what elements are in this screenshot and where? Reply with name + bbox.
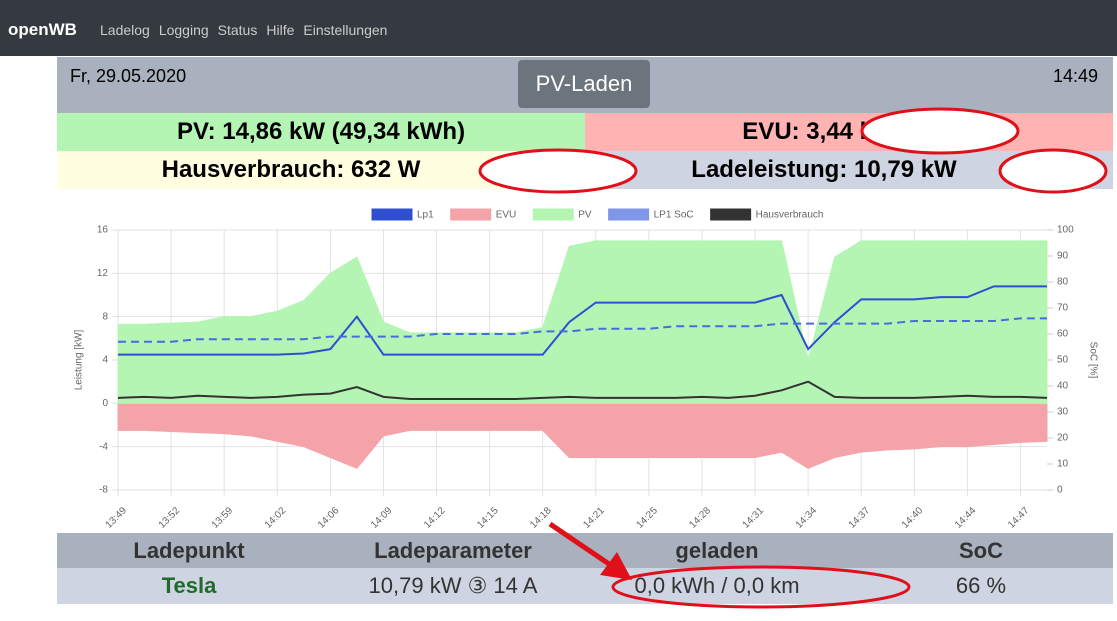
y2-tick-label: 50 (1057, 355, 1069, 366)
td: 0,0 kWh / 0,0 km (634, 573, 800, 598)
th: geladen (675, 537, 759, 563)
nav-link[interactable]: Hilfe (266, 22, 295, 38)
y-tick-label: 12 (97, 268, 109, 279)
table-row: Tesla 10,79 kW ③ 14 A 0,0 kWh / 0,0 km 6… (57, 568, 1113, 604)
td: 10,79 kW ③ 14 A (368, 573, 538, 598)
x-tick-label: 14:44 (953, 505, 979, 530)
legend-label: EVU (496, 210, 517, 221)
mode-button[interactable]: PV-Laden (518, 60, 650, 108)
haus-text: Hausverbrauch: 632 W (161, 156, 421, 183)
x-tick-label: 14:15 (475, 505, 501, 530)
legend-label: Hausverbrauch (756, 210, 824, 221)
y2-tick-label: 0 (1057, 485, 1063, 496)
th: Ladeparameter (374, 537, 532, 563)
td: 66 % (955, 573, 1007, 598)
x-tick-label: 13:49 (104, 505, 130, 530)
th: Ladepunkt (133, 537, 245, 563)
y2-tick-label: 90 (1057, 251, 1069, 262)
annotation-ellipse (998, 148, 1108, 194)
x-tick-label: 14:18 (528, 505, 554, 530)
y-tick-label: 8 (102, 311, 108, 322)
nav-link[interactable]: Einstellungen (303, 22, 388, 38)
legend-swatch (532, 208, 574, 221)
y2-tick-label: 40 (1057, 381, 1069, 392)
nav-link[interactable]: Logging (158, 22, 209, 38)
line (117, 380, 1048, 400)
legend-swatch (450, 208, 492, 221)
legend-swatch (608, 208, 650, 221)
x-tick-label: 14:25 (634, 505, 660, 530)
y2-axis-title: SoC [%] (1087, 342, 1098, 379)
x-tick-label: 14:40 (900, 505, 926, 530)
annotation-ellipse (860, 107, 1020, 155)
y2-tick-label: 60 (1057, 329, 1069, 340)
navbar: openWB Ladelog Logging Status Hilfe Eins… (0, 0, 1117, 56)
date: Fr, 29.05.2020 (70, 66, 187, 86)
legend-label: LP1 SoC (654, 210, 694, 221)
x-tick-label: 14:09 (369, 505, 395, 530)
x-tick-label: 14:37 (847, 505, 873, 530)
annotation-ellipse (478, 148, 638, 194)
y-axis-title: Leistung [kW] (74, 329, 85, 390)
x-tick-label: 14:47 (1006, 505, 1032, 530)
area (117, 402, 1048, 469)
legend-swatch (710, 208, 752, 221)
y2-tick-label: 100 (1057, 225, 1074, 236)
x-tick-label: 14:31 (741, 505, 767, 530)
x-tick-label: 14:21 (581, 505, 607, 530)
x-tick-label: 14:28 (688, 505, 714, 530)
y-tick-label: -4 (99, 441, 108, 452)
nav-link[interactable]: Ladelog (100, 22, 150, 38)
legend-label: Lp1 (417, 210, 434, 221)
chart: Leistung [kW] SoC [%] -8 -4 0 4 8 12 16 0 10 20 30… (74, 208, 1098, 530)
table-header: Ladepunkt Ladeparameter geladen SoC (57, 533, 1113, 568)
td[interactable]: Tesla (161, 573, 217, 598)
x-tick-label: 14:12 (422, 505, 448, 530)
y2-tick-label: 80 (1057, 277, 1069, 288)
time: 14:49 (1052, 66, 1098, 86)
legend-swatch (371, 208, 413, 221)
x-tick-label: 13:52 (157, 505, 183, 530)
y2-tick-label: 20 (1057, 433, 1069, 444)
x-tick-label: 13:59 (210, 505, 236, 530)
y-tick-label: 4 (102, 355, 108, 366)
x-tick-label: 14:34 (794, 505, 820, 530)
lade-text: Ladeleistung: 10,79 kW (691, 156, 957, 183)
header: Fr, 29.05.2020 PV-Laden 14:49 (57, 57, 1113, 113)
area (117, 240, 1048, 404)
y-tick-label: 0 (102, 398, 108, 409)
line (118, 285, 1047, 356)
legend-label: PV (578, 210, 592, 221)
brand[interactable]: openWB (8, 20, 77, 39)
y-tick-label: -8 (99, 485, 108, 496)
th: SoC (959, 537, 1003, 563)
nav-links: Ladelog Logging Status Hilfe Einstellung… (100, 22, 387, 38)
pv-tile: PV: 14,86 kW (49,34 kWh) (57, 113, 585, 151)
nav-link[interactable]: Status (217, 22, 258, 38)
y2-tick-label: 10 (1057, 459, 1069, 470)
y-tick-label: 16 (97, 225, 109, 236)
x-tick-label: 14:02 (263, 505, 289, 530)
y2-tick-label: 30 (1057, 407, 1069, 418)
y2-tick-label: 70 (1057, 303, 1069, 314)
x-tick-label: 14:06 (316, 505, 342, 530)
